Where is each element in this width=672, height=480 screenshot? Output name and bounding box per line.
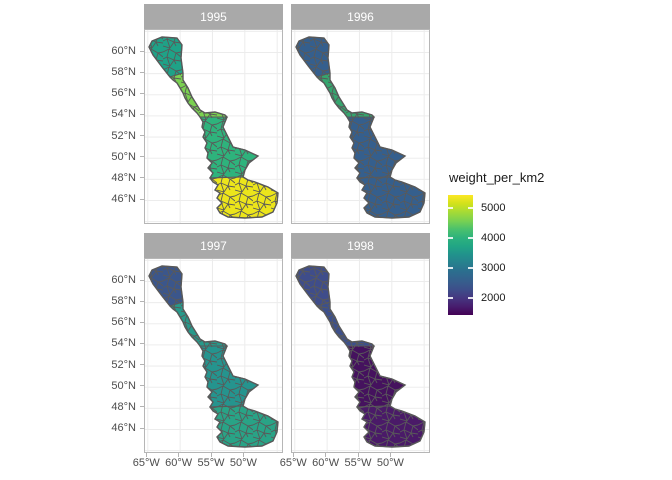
y-axis-label: 60°N	[111, 45, 136, 57]
y-axis-label: 48°N	[111, 400, 136, 413]
choropleth-map	[295, 265, 426, 448]
y-axis-label: 58°N	[111, 295, 136, 308]
legend-tick-mark	[448, 236, 453, 239]
x-axis-label: 65°W	[132, 457, 160, 469]
facet-strip: 1995	[144, 4, 283, 29]
x-axis-tick	[178, 453, 180, 457]
legend-tick-label: 2000	[481, 291, 506, 304]
y-axis-tick	[140, 135, 144, 137]
facet-strip-label: 1998	[347, 238, 374, 253]
x-axis-tick	[389, 453, 391, 457]
legend-colorbar	[448, 195, 473, 315]
legend-tick-label: 5000	[481, 201, 506, 214]
x-axis-tick	[292, 453, 294, 457]
y-axis-label: 52°N	[111, 129, 136, 142]
y-axis-label: 52°N	[111, 358, 136, 371]
polygon-mesh-overlay	[296, 37, 425, 218]
legend-tick-mark	[448, 206, 453, 209]
x-axis-label: 50°W	[229, 457, 257, 469]
x-axis-tick	[325, 453, 327, 457]
y-axis-tick	[140, 385, 144, 387]
legend-title: weight_per_km2	[449, 170, 545, 185]
x-axis-tick	[242, 453, 244, 457]
x-axis-label: 55°W	[197, 457, 225, 469]
y-axis-label: 54°N	[111, 108, 136, 121]
x-axis-label: 60°W	[312, 457, 340, 469]
map-panel	[291, 258, 430, 453]
legend-tick-label: 3000	[481, 261, 506, 274]
y-axis-label: 50°N	[111, 379, 136, 392]
map-panel	[144, 29, 283, 224]
y-axis-tick	[140, 364, 144, 366]
map-panel	[144, 258, 283, 453]
facet-strip-label: 1995	[200, 9, 227, 24]
choropleth-map	[148, 265, 279, 448]
y-axis-tick	[140, 300, 144, 302]
x-axis-tick	[357, 453, 359, 457]
legend-tick-mark	[468, 266, 473, 269]
legend-tick-label: 4000	[481, 231, 506, 244]
y-axis-tick	[140, 177, 144, 179]
facet-strip-label: 1997	[200, 238, 227, 253]
x-axis-label: 60°W	[165, 457, 193, 469]
polygon-mesh-overlay	[149, 37, 278, 218]
y-axis-tick	[140, 406, 144, 408]
facet-strip: 1997	[144, 233, 283, 258]
facet-strip: 1998	[291, 233, 430, 258]
y-axis-label: 48°N	[111, 171, 136, 184]
choropleth-map	[295, 36, 426, 219]
y-axis-tick	[140, 50, 144, 52]
y-axis-tick	[140, 92, 144, 94]
map-panel	[291, 29, 430, 224]
x-axis-tick	[145, 453, 147, 457]
legend-tick-mark	[448, 296, 453, 299]
legend-tick-mark	[448, 266, 453, 269]
y-axis-label: 56°N	[111, 316, 136, 329]
y-axis-tick	[140, 279, 144, 281]
legend-tick-mark	[468, 236, 473, 239]
x-axis-label: 55°W	[344, 457, 372, 469]
y-axis-label: 54°N	[111, 337, 136, 350]
y-axis-label: 50°N	[111, 150, 136, 163]
y-axis-tick	[140, 156, 144, 158]
y-axis-tick	[140, 71, 144, 73]
y-axis-tick	[140, 198, 144, 200]
y-axis-label: 46°N	[111, 193, 136, 205]
polygon-mesh-overlay	[149, 266, 278, 447]
y-axis-label: 46°N	[111, 422, 136, 434]
y-axis-tick	[140, 321, 144, 323]
y-axis-label: 60°N	[111, 274, 136, 286]
y-axis-tick	[140, 427, 144, 429]
legend-tick-mark	[468, 296, 473, 299]
polygon-mesh-overlay	[296, 266, 425, 447]
y-axis-label: 58°N	[111, 66, 136, 79]
x-axis-tick	[210, 453, 212, 457]
facet-strip: 1996	[291, 4, 430, 29]
y-axis-tick	[140, 342, 144, 344]
legend-tick-mark	[468, 206, 473, 209]
y-axis-tick	[140, 113, 144, 115]
choropleth-map	[148, 36, 279, 219]
facet-strip-label: 1996	[347, 9, 374, 24]
x-axis-label: 65°W	[279, 457, 307, 469]
y-axis-label: 56°N	[111, 87, 136, 100]
x-axis-label: 50°W	[376, 457, 404, 469]
